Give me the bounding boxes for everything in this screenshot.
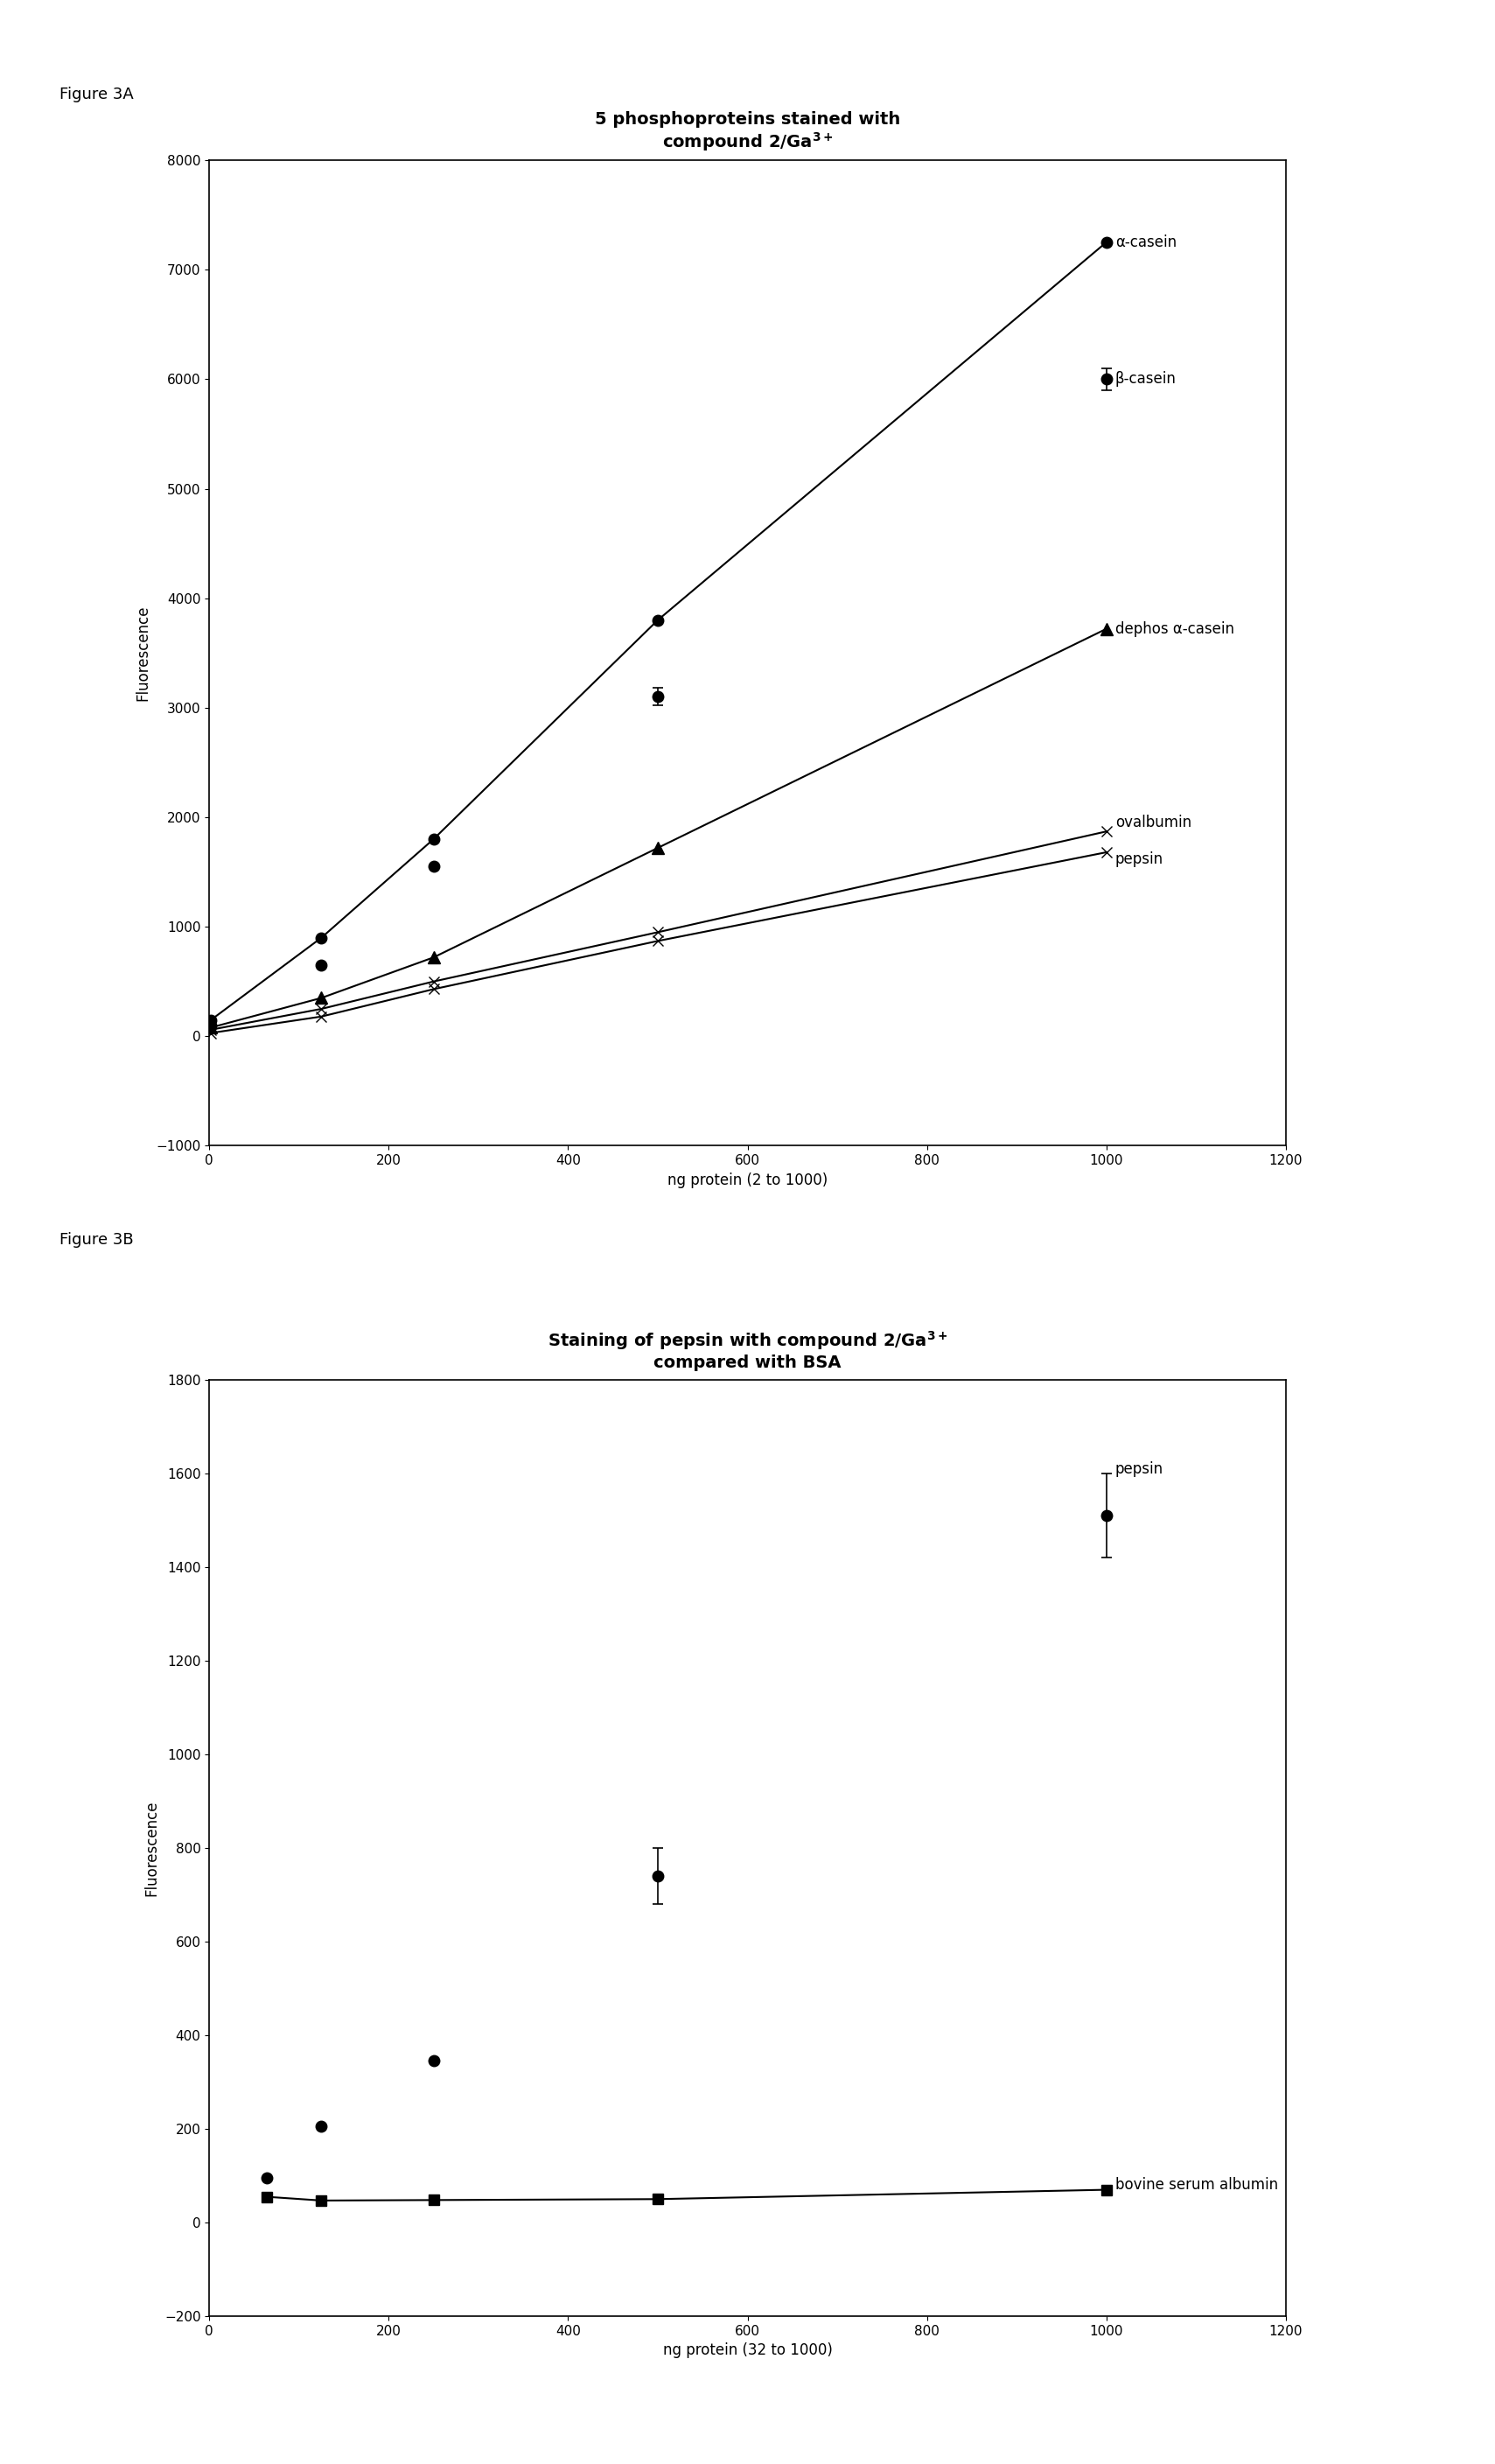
Y-axis label: Fluorescence: Fluorescence	[144, 1801, 160, 1895]
Text: ovalbumin: ovalbumin	[1115, 816, 1192, 830]
Text: β-casein: β-casein	[1115, 372, 1177, 387]
Text: pepsin: pepsin	[1115, 850, 1163, 867]
Text: Figure 3A: Figure 3A	[60, 86, 135, 101]
Text: bovine serum albumin: bovine serum albumin	[1115, 2178, 1278, 2193]
Title: 5 phosphoproteins stained with
compound 2/Ga$\mathbf{^{3+}}$: 5 phosphoproteins stained with compound …	[595, 111, 900, 153]
X-axis label: ng protein (32 to 1000): ng protein (32 to 1000)	[662, 2343, 833, 2358]
Text: α-casein: α-casein	[1115, 234, 1177, 251]
Text: Figure 3B: Figure 3B	[60, 1232, 135, 1247]
Title: Staining of pepsin with compound 2/Ga$\mathbf{^{3+}}$
compared with BSA: Staining of pepsin with compound 2/Ga$\m…	[547, 1328, 948, 1370]
Text: dephos α-casein: dephos α-casein	[1115, 621, 1235, 636]
Y-axis label: Fluorescence: Fluorescence	[136, 606, 151, 700]
X-axis label: ng protein (2 to 1000): ng protein (2 to 1000)	[667, 1173, 828, 1188]
Text: pepsin: pepsin	[1115, 1461, 1163, 1476]
